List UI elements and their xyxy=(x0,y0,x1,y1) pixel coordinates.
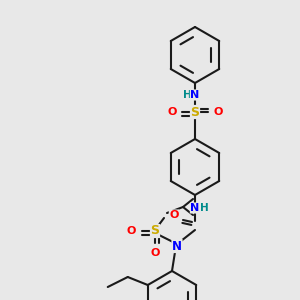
Text: O: O xyxy=(167,107,177,117)
Text: S: S xyxy=(190,106,200,118)
Text: H: H xyxy=(183,90,191,100)
Text: O: O xyxy=(169,210,179,220)
Text: N: N xyxy=(172,239,182,253)
Text: N: N xyxy=(190,90,200,100)
Text: N: N xyxy=(190,203,200,213)
Text: H: H xyxy=(200,203,208,213)
Text: O: O xyxy=(126,226,136,236)
Text: O: O xyxy=(213,107,223,117)
Text: S: S xyxy=(151,224,160,238)
Text: O: O xyxy=(150,248,160,258)
